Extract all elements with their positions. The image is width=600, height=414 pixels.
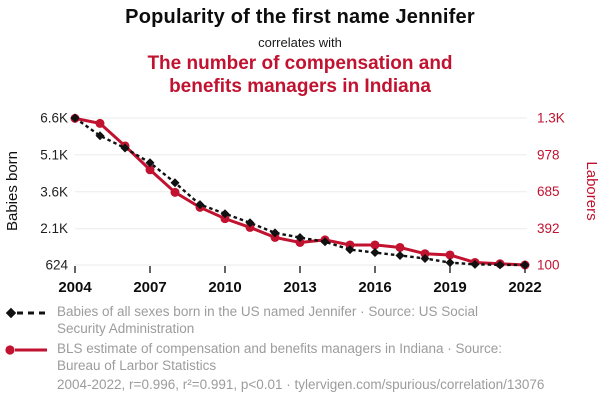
x-axis-tick-label: 2010 [208, 279, 241, 296]
data-point-circle [445, 250, 455, 260]
data-point-diamond [520, 260, 530, 270]
legend-item-laborers: BLS estimate of compensation and benefit… [3, 340, 597, 374]
data-point-diamond [320, 237, 330, 247]
data-point-diamond [170, 178, 180, 188]
x-axis-tick-label: 2019 [433, 279, 466, 296]
data-point-circle [295, 237, 305, 247]
data-point-diamond [345, 245, 355, 255]
data-point-diamond [470, 259, 480, 269]
data-point-diamond [95, 131, 105, 141]
data-point-circle [420, 249, 430, 259]
y-axis-right-tick-label: 100 [537, 258, 560, 273]
y-axis-left-tick-label: 5.1K [40, 147, 68, 162]
left-axis-title: Babies born [4, 151, 21, 231]
data-point-circle [220, 214, 230, 224]
legend-item-label: BLS estimate of compensation and benefit… [57, 341, 503, 373]
y-axis-left-tick-label: 624 [45, 258, 68, 273]
stats-footer: 2004-2022, r=0.996, r²=0.991, p<0.01 · t… [57, 377, 545, 392]
y-axis-right-tick-label: 1.3K [537, 111, 565, 126]
y-axis-right-tick-label: 392 [537, 221, 560, 236]
x-axis-tick-label: 2016 [358, 279, 391, 296]
data-point-diamond [370, 248, 380, 258]
y-axis-left-tick-label: 6.6K [40, 111, 68, 126]
data-point-diamond [145, 158, 155, 168]
data-point-circle [395, 242, 405, 252]
black-dashed-diamond-marker-icon [5, 307, 47, 319]
legend: Babies of all sexes born in the US named… [3, 303, 597, 392]
data-point-diamond [445, 258, 455, 268]
correlates-with-label: correlates with [258, 35, 342, 50]
x-axis-tick-label: 2007 [133, 279, 166, 296]
data-point-diamond [70, 113, 80, 123]
data-point-diamond [220, 209, 230, 219]
data-point-diamond [120, 143, 130, 153]
x-axis-tick-label: 2013 [283, 279, 316, 296]
legend-item-jennifer: Babies of all sexes born in the US named… [3, 303, 597, 337]
data-point-diamond [295, 233, 305, 243]
y-axis-left-tick-label: 2.1K [40, 221, 68, 236]
data-point-diamond [270, 228, 280, 238]
data-point-diamond [420, 253, 430, 263]
data-point-circle [145, 165, 155, 175]
x-axis-tick-label: 2022 [508, 279, 541, 296]
data-point-circle [245, 222, 255, 232]
data-point-circle [345, 240, 355, 250]
legend-item-label: Babies of all sexes born in the US named… [57, 304, 478, 336]
x-axis-tick-label: 2004 [58, 279, 92, 296]
data-point-diamond [245, 218, 255, 228]
correlation-line-chart: Babies born Laborers 6.6K 5.1K 3.6K 2.1K 624… [4, 111, 600, 297]
data-point-circle [95, 118, 105, 128]
data-point-diamond [395, 251, 405, 261]
page-title: Popularity of the first name Jennifer [125, 6, 475, 28]
right-axis-title: Laborers [583, 161, 600, 220]
data-point-circle [270, 232, 280, 242]
data-point-diamond [495, 260, 505, 270]
red-solid-circle-marker-icon [5, 345, 47, 355]
y-axis-right-tick-label: 978 [537, 147, 560, 162]
y-axis-right-tick-label: 685 [537, 184, 560, 199]
data-point-circle [170, 187, 180, 197]
y-axis-left-tick-label: 3.6K [40, 184, 68, 199]
correlated-variable-title: The number of compensation and benefits … [147, 53, 453, 97]
data-point-diamond [195, 200, 205, 210]
data-point-circle [370, 240, 380, 250]
